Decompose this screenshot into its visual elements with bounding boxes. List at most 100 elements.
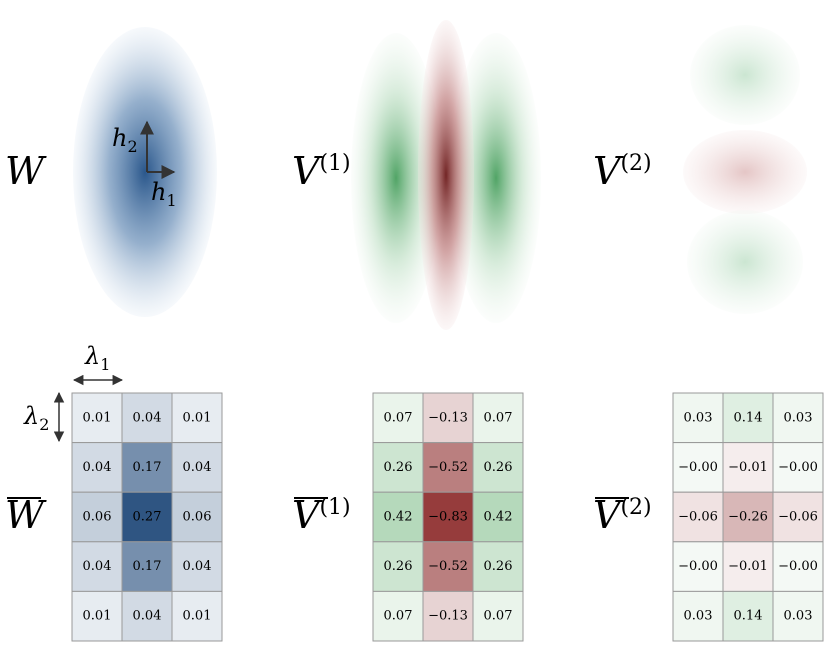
panel-label: W xyxy=(5,149,47,193)
cell-value: −0.26 xyxy=(728,510,768,525)
cell xyxy=(372,392,424,444)
cell xyxy=(121,590,173,642)
cell-value: 0.06 xyxy=(183,510,212,525)
cell xyxy=(472,541,524,592)
matrix-label: W xyxy=(5,493,47,537)
h1-label: h1 xyxy=(151,178,177,210)
cell-value: −0.83 xyxy=(428,510,468,525)
cell xyxy=(422,541,474,592)
cell xyxy=(422,590,474,642)
cell-value: −0.06 xyxy=(778,510,818,525)
superscript: (1) xyxy=(319,495,350,520)
cell xyxy=(772,442,824,493)
cell xyxy=(472,590,524,642)
cell-value: 0.26 xyxy=(484,559,513,574)
cell-value: 0.04 xyxy=(83,460,112,475)
symbol: V xyxy=(292,149,323,193)
cell-value: 0.07 xyxy=(484,609,513,624)
cell xyxy=(722,442,774,493)
cell xyxy=(372,590,424,642)
symbol: W xyxy=(5,149,47,193)
cell-value: 0.07 xyxy=(384,410,413,425)
cell-value: 0.26 xyxy=(384,559,413,574)
matrix-label: V(2) xyxy=(593,493,652,537)
cell-value: 0.03 xyxy=(784,609,813,624)
v1-lobe xyxy=(351,33,441,323)
cell xyxy=(171,392,223,444)
cell xyxy=(672,392,724,444)
v2-lobe xyxy=(683,130,807,214)
lambda2-label: λ2 xyxy=(23,402,49,434)
cell-value: 0.42 xyxy=(484,510,513,525)
cell xyxy=(472,442,524,493)
cell-value: 0.04 xyxy=(133,609,162,624)
cell xyxy=(722,541,774,592)
cell-value: 0.01 xyxy=(183,609,212,624)
cell xyxy=(472,392,524,444)
symbol: V xyxy=(593,493,624,537)
cell xyxy=(71,541,123,592)
cell xyxy=(672,541,724,592)
cell-value: 0.14 xyxy=(734,609,763,624)
cell xyxy=(71,590,123,642)
cell-value: 0.26 xyxy=(384,460,413,475)
cell xyxy=(672,442,724,493)
cell-value: −0.52 xyxy=(428,559,468,574)
cell-value: 0.03 xyxy=(684,609,713,624)
cell xyxy=(672,491,724,543)
superscript: (2) xyxy=(620,151,651,176)
cell-value: 0.27 xyxy=(133,510,162,525)
panel-label: V(2) xyxy=(593,149,652,193)
cell xyxy=(372,442,424,493)
cell-value: 0.04 xyxy=(183,559,212,574)
cell xyxy=(171,442,223,493)
cell-value: −0.01 xyxy=(728,559,768,574)
cell-value: −0.13 xyxy=(428,410,468,425)
cell-value: 0.14 xyxy=(734,410,763,425)
v2-lobe xyxy=(690,25,800,125)
cell-value: −0.00 xyxy=(678,559,718,574)
superscript: (1) xyxy=(319,151,350,176)
cell xyxy=(121,442,173,493)
cell xyxy=(171,491,223,543)
lambda1-label: λ1 xyxy=(84,342,110,374)
cell-value: 0.26 xyxy=(484,460,513,475)
cell-value: 0.17 xyxy=(133,460,162,475)
cell-value: 0.04 xyxy=(183,460,212,475)
cell xyxy=(171,590,223,642)
cell xyxy=(672,590,724,642)
superscript: (2) xyxy=(620,495,651,520)
v2-lobe xyxy=(687,210,803,314)
v1-lobe xyxy=(418,20,474,330)
cell-value: −0.52 xyxy=(428,460,468,475)
cell-value: 0.01 xyxy=(83,410,112,425)
cell xyxy=(372,541,424,592)
cell xyxy=(422,491,474,543)
cell xyxy=(772,590,824,642)
cell-value: −0.00 xyxy=(678,460,718,475)
cell xyxy=(772,541,824,592)
cell-value: 0.06 xyxy=(83,510,112,525)
cell-value: 0.03 xyxy=(784,410,813,425)
cell xyxy=(722,590,774,642)
cell-value: −0.06 xyxy=(678,510,718,525)
symbol: V xyxy=(292,493,323,537)
cell-value: 0.01 xyxy=(183,410,212,425)
w-kernel xyxy=(73,27,217,317)
symbol: W xyxy=(5,493,47,537)
panel-label: V(1) xyxy=(292,149,351,193)
symbol: V xyxy=(593,149,624,193)
h2-label: h2 xyxy=(112,124,138,156)
cell-value: −0.01 xyxy=(728,460,768,475)
cell-value: 0.17 xyxy=(133,559,162,574)
cell-value: 0.01 xyxy=(83,609,112,624)
cell-value: 0.07 xyxy=(384,609,413,624)
cell-value: −0.13 xyxy=(428,609,468,624)
matrix-label: V(1) xyxy=(292,493,351,537)
cell xyxy=(772,491,824,543)
cell xyxy=(422,392,474,444)
cell-value: 0.04 xyxy=(83,559,112,574)
cell-value: −0.00 xyxy=(778,460,818,475)
v1-lobe xyxy=(451,33,541,323)
